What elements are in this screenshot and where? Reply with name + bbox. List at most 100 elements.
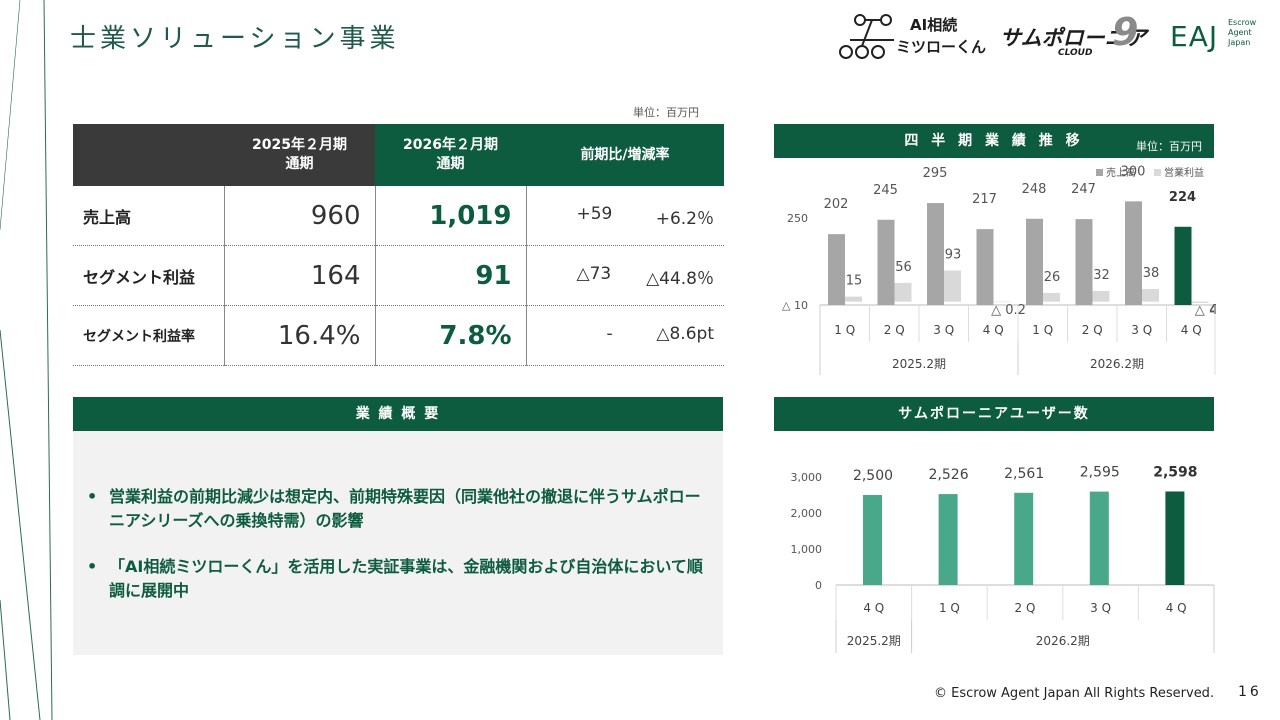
profit-bar	[845, 296, 862, 302]
samporonia-logo-number: 9	[1112, 10, 1139, 54]
copyright: © Escrow Agent Japan All Rights Reserved…	[934, 686, 1215, 701]
profit-value-label: 56	[895, 260, 912, 275]
profit-bar	[1092, 290, 1110, 302]
quarterly-chart: 売上高 営業利益 △ 10 250 202 15 1 Q 245 56 2 Q 295 93 3 Q 21…	[782, 164, 1216, 375]
sales-bar	[877, 219, 895, 305]
profit-bar	[894, 282, 912, 302]
legend-label: 売上高	[1106, 166, 1136, 179]
sales-value-label: 217	[972, 192, 997, 207]
cell-curr: 7.8%	[375, 305, 527, 366]
summary-panel: • 営業利益の前期比減少は想定内、前期特殊要因（同業他社の撤退に伴うサムポローニア…	[73, 431, 723, 655]
user-value-label: 2,526	[929, 467, 969, 483]
decorative-lines	[0, 0, 53, 720]
legend-swatch-profit	[1154, 169, 1161, 176]
profit-bar	[1043, 292, 1060, 302]
cell-curr: 91	[375, 245, 527, 306]
user-value-label: 2,500	[853, 468, 893, 484]
sales-bar	[1026, 218, 1043, 305]
x-tick-label: 4 Q	[1181, 323, 1202, 337]
header-change: 前期比/増減率	[526, 124, 724, 186]
quarterly-chart-header: 四 半 期 業 績 推 移	[774, 124, 1214, 158]
cell-change: - △8.6pt	[526, 305, 724, 366]
profit-value-label: 26	[1044, 270, 1061, 285]
y-tick-label: 3,000	[791, 471, 823, 484]
page-number: 16	[1238, 684, 1262, 700]
sales-bar	[1075, 219, 1093, 305]
profit-value-label: △ 4	[1195, 303, 1216, 318]
samporonia-logo: サムポローニア	[1000, 26, 1147, 50]
table-unit: 単位：百万円	[633, 106, 699, 119]
ai-logo-line2: ミツローくん	[896, 38, 987, 56]
y-tick-label: △ 10	[782, 299, 808, 312]
user-chart: 0 1,000 2,000 3,000 2,500 4 Q 2,526 1 Q 2,561 2 Q…	[791, 464, 1215, 653]
x-tick-label: 4 Q	[983, 323, 1004, 337]
header-blank	[73, 124, 224, 186]
cell-curr: 1,019	[375, 186, 527, 246]
cell-prev: 16.4%	[224, 305, 376, 366]
x-tick-label: 2 Q	[1082, 323, 1103, 337]
x-tick-label: 3 Q	[1131, 323, 1152, 337]
sales-bar	[927, 203, 944, 305]
cell-prev: 164	[224, 245, 376, 306]
table-row-margin: セグメント利益率 16.4% 7.8% - △8.6pt	[73, 305, 724, 366]
x-tick-label: 1 Q	[1032, 323, 1053, 337]
sales-value-label: 247	[1071, 182, 1096, 197]
samporonia-logo-sub: CLOUD	[1058, 48, 1093, 58]
row-label: 売上高	[73, 186, 225, 246]
performance-table: 2025年２月期 通期 2026年２月期 通期 前期比/増減率 売上高 960 1,…	[73, 124, 724, 366]
table-row-sales: 売上高 960 1,019 +59 +6.2％	[73, 186, 724, 246]
y-tick-label: 2,000	[791, 507, 823, 520]
header-prev-year: 2025年２月期 通期	[224, 124, 375, 186]
profit-value-label: 32	[1093, 268, 1110, 283]
x-tick-label: 2 Q	[884, 323, 905, 337]
mitsuro-logo-icon	[839, 14, 894, 59]
sales-bar	[1125, 201, 1142, 305]
x-tick-label: 4 Q	[1166, 601, 1187, 615]
y-tick-label: 250	[787, 212, 808, 225]
table-row-segment-profit: セグメント利益 164 91 △73 △44.8％	[73, 245, 724, 306]
profit-value-label: 93	[945, 248, 962, 263]
group-label: 2026.2期	[1036, 634, 1090, 648]
cell-prev: 960	[224, 186, 376, 246]
profit-bar	[1191, 301, 1209, 303]
user-bar	[863, 495, 882, 585]
user-bar	[1014, 492, 1034, 585]
profit-value-label: △ 0.2	[991, 303, 1026, 318]
page-title: 士業ソリューション事業	[70, 24, 400, 54]
x-tick-label: 3 Q	[1090, 601, 1111, 615]
user-value-label: 2,598	[1153, 464, 1197, 480]
sales-value-label: 248	[1022, 182, 1047, 197]
user-value-label: 2,561	[1004, 466, 1044, 482]
user-value-label: 2,595	[1080, 465, 1120, 481]
y-tick-label: 0	[815, 579, 822, 592]
eaj-logo: EAJ	[1170, 20, 1219, 53]
summary-bullet: • 営業利益の前期比減少は想定内、前期特殊要因（同業他社の撤退に伴うサムポローニア…	[87, 487, 701, 530]
legend-label: 営業利益	[1164, 166, 1204, 179]
legend-swatch-sales	[1096, 169, 1103, 176]
ai-logo-line1: AI相続	[910, 16, 958, 34]
x-tick-label: 3 Q	[933, 323, 954, 337]
profit-bar	[993, 301, 1011, 303]
summary-header: 業 績 概 要	[73, 397, 723, 431]
row-label: セグメント利益	[73, 245, 225, 306]
header-logos: AI相続 ミツローくん サムポローニア 9 CLOUD EAJ Escrow Ag…	[836, 8, 1256, 64]
table-header-row: 2025年２月期 通期 2026年２月期 通期 前期比/増減率	[73, 124, 724, 186]
user-bar	[1165, 491, 1185, 585]
sales-value-label: 300	[1121, 164, 1146, 179]
x-tick-label: 1 Q	[939, 601, 960, 615]
header-curr-year: 2026年２月期 通期	[375, 124, 526, 186]
profit-value-label: 15	[846, 274, 863, 289]
user-chart-header: サムポローニアユーザー数	[774, 397, 1214, 431]
sales-value-label: 245	[873, 183, 898, 198]
sales-bar	[1174, 226, 1192, 305]
x-tick-label: 2 Q	[1015, 601, 1036, 615]
row-label: セグメント利益率	[73, 305, 225, 366]
profit-value-label: 38	[1143, 266, 1160, 281]
profit-bar	[944, 270, 961, 302]
sales-bar	[976, 229, 994, 305]
sales-bar	[828, 234, 845, 305]
x-tick-label: 1 Q	[834, 323, 855, 337]
summary-bullet: • 「AI相続ミツローくん」を活用した実証事業は、金融機関および自治体において順調…	[87, 557, 703, 600]
eaj-logo-sub: Escrow Agent Japan	[1228, 18, 1257, 47]
cell-change: +59 +6.2％	[526, 186, 724, 246]
